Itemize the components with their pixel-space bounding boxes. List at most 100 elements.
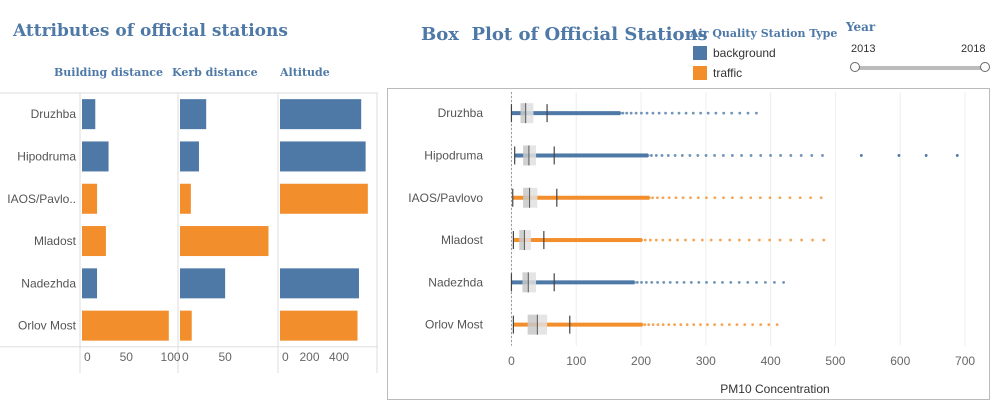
box-lower xyxy=(523,145,529,166)
outlier-point xyxy=(779,154,782,157)
kerb-distance-header: Kerb distance xyxy=(172,66,258,79)
outlier-point xyxy=(634,111,638,115)
outlier-point xyxy=(757,238,761,242)
outlier-point xyxy=(759,323,763,327)
outlier-point xyxy=(654,238,658,242)
bar-altitude xyxy=(280,310,358,341)
outlier-point xyxy=(644,280,648,284)
station-label: Nadezhda xyxy=(21,276,76,290)
box-lower xyxy=(522,272,529,293)
attributes-chart: Druzhba Hipodruma IAOS/Pavlo.. Mladost Nadez… xyxy=(0,92,378,373)
outlier-point xyxy=(697,280,701,284)
outlier-point xyxy=(722,111,726,115)
outlier-point xyxy=(730,111,734,115)
outlier-point xyxy=(640,280,643,284)
outlier-point xyxy=(740,196,743,200)
box-upper xyxy=(524,230,531,251)
outlier-point xyxy=(650,154,653,157)
year-slider-min-handle[interactable] xyxy=(850,62,860,72)
outlier-point xyxy=(758,196,762,200)
year-slider-track[interactable] xyxy=(855,66,985,70)
outlier-point xyxy=(754,111,758,115)
bar-altitude xyxy=(280,268,359,299)
outlier-point xyxy=(682,280,686,284)
tick-label: 200 xyxy=(300,350,320,364)
outlier-point xyxy=(643,238,647,242)
outlier-point xyxy=(635,280,639,284)
bar-kerb-distance xyxy=(180,310,192,341)
tick-label: 0 xyxy=(182,350,189,364)
outlier-point xyxy=(679,323,683,327)
outlier-point xyxy=(621,111,625,115)
far-outlier-point xyxy=(859,154,863,157)
outlier-point xyxy=(647,323,651,327)
year-slider-max-handle[interactable] xyxy=(980,62,990,72)
outlier-point xyxy=(700,238,704,242)
outlier-point xyxy=(699,111,703,115)
outlier-point xyxy=(782,280,785,284)
box-upper xyxy=(528,272,537,293)
bar-building-distance xyxy=(82,141,109,172)
bar-kerb-distance xyxy=(180,183,191,214)
box-station-label: Druzhba xyxy=(438,106,484,120)
outlier-band xyxy=(543,238,642,243)
box-station-label: Hipodruma xyxy=(424,148,483,162)
box-station-label: Nadezhda xyxy=(428,275,483,289)
outlier-point xyxy=(629,111,633,115)
outlier-point xyxy=(764,280,767,284)
outlier-point xyxy=(822,238,826,242)
legend-item-background[interactable]: background xyxy=(693,46,776,60)
outlier-point xyxy=(639,111,643,115)
outlier-point xyxy=(747,238,751,242)
outlier-point xyxy=(743,323,747,327)
outlier-point xyxy=(668,238,672,242)
bar-building-distance xyxy=(82,310,169,341)
box-upper xyxy=(537,314,548,335)
bar-kerb-distance xyxy=(180,268,226,299)
outlier-point xyxy=(749,196,753,200)
tick-label: 400 xyxy=(329,350,349,364)
outlier-point xyxy=(778,238,782,242)
outlier-point xyxy=(640,323,644,327)
outlier-point xyxy=(670,111,674,115)
outlier-point xyxy=(647,196,651,200)
outlier-point xyxy=(769,154,772,157)
outlier-point xyxy=(809,196,813,200)
outlier-point xyxy=(662,280,666,284)
station-label: Druzhba xyxy=(31,107,77,121)
far-outlier-point xyxy=(897,154,901,157)
outlier-point xyxy=(618,111,622,115)
outlier-point xyxy=(746,280,750,284)
legend-label-traffic: traffic xyxy=(713,66,743,80)
box-plot-title: Box Plot of Official Stations xyxy=(421,24,708,45)
outlier-point xyxy=(706,323,709,327)
outlier-point xyxy=(728,238,732,242)
outlier-point xyxy=(696,196,700,200)
outlier-point xyxy=(660,154,664,157)
outlier-point xyxy=(651,196,655,200)
outlier-point xyxy=(667,323,671,327)
box-upper xyxy=(528,145,537,166)
outlier-point xyxy=(714,111,718,115)
box-station-label: Mladost xyxy=(441,233,484,247)
outlier-point xyxy=(648,238,652,242)
outlier-point xyxy=(706,111,710,115)
legend-item-traffic[interactable]: traffic xyxy=(693,66,742,80)
outlier-point xyxy=(651,111,655,115)
x-tick-label: 300 xyxy=(696,354,716,368)
legend-label-background: background xyxy=(713,46,776,60)
outlier-point xyxy=(645,111,649,115)
outlier-point xyxy=(788,196,792,200)
outlier-point xyxy=(767,323,771,327)
outlier-point xyxy=(713,323,716,327)
outlier-point xyxy=(656,280,659,284)
outlier-point xyxy=(689,280,693,284)
outlier-point xyxy=(705,196,708,200)
x-tick-label: 600 xyxy=(890,354,910,368)
outlier-band xyxy=(554,280,635,285)
tick-label: 50 xyxy=(120,350,134,364)
outlier-point xyxy=(691,111,695,115)
outlier-point xyxy=(625,111,629,115)
outlier-point xyxy=(656,196,659,200)
tick-label: 50 xyxy=(218,350,232,364)
